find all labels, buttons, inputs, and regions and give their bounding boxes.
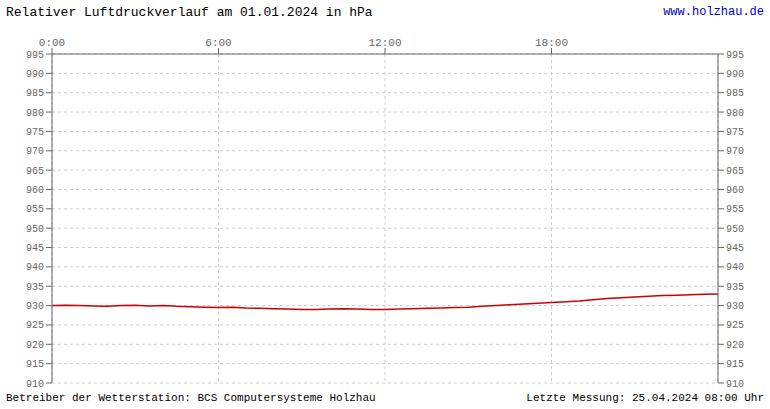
svg-text:915: 915 xyxy=(726,359,744,370)
svg-text:915: 915 xyxy=(26,359,44,370)
svg-text:970: 970 xyxy=(26,146,44,157)
svg-text:955: 955 xyxy=(726,204,744,215)
svg-text:995: 995 xyxy=(26,50,44,61)
svg-text:950: 950 xyxy=(26,224,44,235)
svg-text:985: 985 xyxy=(726,88,744,99)
svg-text:960: 960 xyxy=(726,185,744,196)
svg-text:18:00: 18:00 xyxy=(535,37,568,49)
svg-text:965: 965 xyxy=(26,166,44,177)
svg-text:980: 980 xyxy=(726,108,744,119)
svg-text:930: 930 xyxy=(26,301,44,312)
html-text:Relativer Luftdruckverlauf am: Relativer Luftdruckverlauf am 01.01.2024… xyxy=(6,4,373,20)
svg-text:955: 955 xyxy=(26,204,44,215)
svg-text:920: 920 xyxy=(726,340,744,351)
svg-text:6:00: 6:00 xyxy=(205,37,231,49)
html-text:Betreiber der Wetterstation: B: Betreiber der Wetterstation: BCS Compute… xyxy=(6,392,376,404)
svg-text:945: 945 xyxy=(726,243,744,254)
svg-text:950: 950 xyxy=(726,224,744,235)
svg-text:940: 940 xyxy=(26,262,44,273)
svg-text:990: 990 xyxy=(726,69,744,80)
svg-text:970: 970 xyxy=(726,146,744,157)
svg-text:965: 965 xyxy=(726,166,744,177)
svg-text:975: 975 xyxy=(26,127,44,138)
svg-text:975: 975 xyxy=(726,127,744,138)
svg-text:945: 945 xyxy=(26,243,44,254)
svg-text:960: 960 xyxy=(26,185,44,196)
svg-text:980: 980 xyxy=(26,108,44,119)
svg-text:0:00: 0:00 xyxy=(39,37,65,49)
svg-text:910: 910 xyxy=(26,379,44,387)
html-text:www.holzhau.de: www.holzhau.de xyxy=(663,5,764,19)
svg-text:940: 940 xyxy=(726,262,744,273)
svg-text:925: 925 xyxy=(726,320,744,331)
svg-text:995: 995 xyxy=(726,50,744,61)
svg-text:930: 930 xyxy=(726,301,744,312)
svg-text:990: 990 xyxy=(26,69,44,80)
svg-text:935: 935 xyxy=(26,282,44,293)
svg-text:985: 985 xyxy=(26,88,44,99)
html-text:Letzte Messung: 25.04.2024 08:: Letzte Messung: 25.04.2024 08:00 Uhr xyxy=(526,392,764,404)
svg-text:12:00: 12:00 xyxy=(368,37,401,49)
svg-text:910: 910 xyxy=(726,379,744,387)
svg-text:935: 935 xyxy=(726,282,744,293)
svg-text:920: 920 xyxy=(26,340,44,351)
svg-text:925: 925 xyxy=(26,320,44,331)
